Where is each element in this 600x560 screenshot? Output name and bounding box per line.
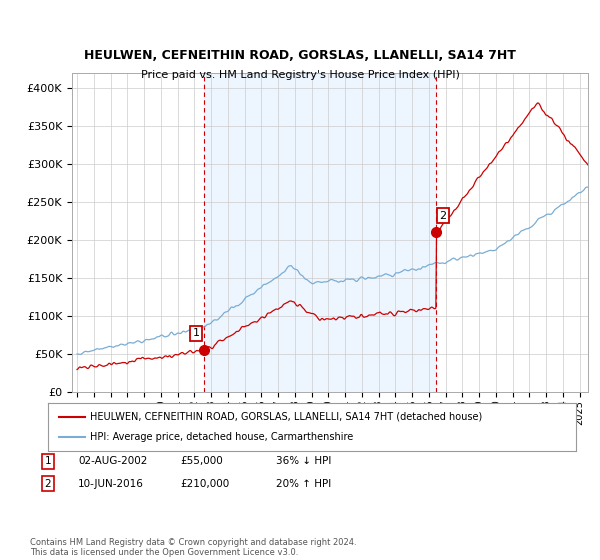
Text: 02-AUG-2002: 02-AUG-2002 bbox=[78, 456, 148, 466]
Bar bbox=[205, 73, 436, 392]
Text: 2: 2 bbox=[44, 479, 52, 489]
Text: HEULWEN, CEFNEITHIN ROAD, GORSLAS, LLANELLI, SA14 7HT: HEULWEN, CEFNEITHIN ROAD, GORSLAS, LLANE… bbox=[84, 49, 516, 62]
Text: HPI: Average price, detached house, Carmarthenshire: HPI: Average price, detached house, Carm… bbox=[90, 432, 353, 442]
Text: 1: 1 bbox=[44, 456, 52, 466]
Text: 36% ↓ HPI: 36% ↓ HPI bbox=[276, 456, 331, 466]
Text: 20% ↑ HPI: 20% ↑ HPI bbox=[276, 479, 331, 489]
Text: HEULWEN, CEFNEITHIN ROAD, GORSLAS, LLANELLI, SA14 7HT (detached house): HEULWEN, CEFNEITHIN ROAD, GORSLAS, LLANE… bbox=[90, 412, 482, 422]
Text: £55,000: £55,000 bbox=[180, 456, 223, 466]
Text: Contains HM Land Registry data © Crown copyright and database right 2024.
This d: Contains HM Land Registry data © Crown c… bbox=[30, 538, 356, 557]
Text: Price paid vs. HM Land Registry's House Price Index (HPI): Price paid vs. HM Land Registry's House … bbox=[140, 70, 460, 80]
Text: 10-JUN-2016: 10-JUN-2016 bbox=[78, 479, 144, 489]
Text: 2: 2 bbox=[439, 211, 446, 221]
Text: £210,000: £210,000 bbox=[180, 479, 229, 489]
Text: 1: 1 bbox=[193, 329, 199, 338]
